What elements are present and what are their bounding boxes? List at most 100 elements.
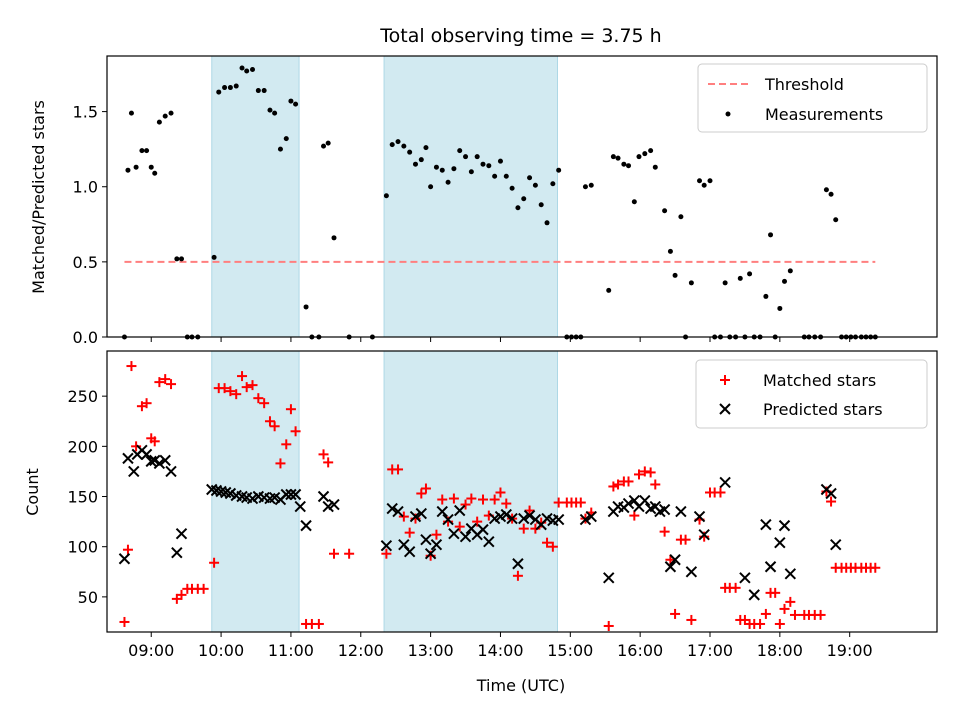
predicted-star-point [825, 487, 837, 500]
matched-star-point [454, 521, 465, 532]
y-tick-label: 1.0 [73, 178, 98, 197]
matched-star-point [715, 487, 726, 498]
matched-star-point [313, 618, 324, 629]
predicted-star-point [579, 513, 592, 526]
matched-star-point [119, 616, 130, 627]
matched-star-point [495, 487, 506, 498]
top-legend: Threshold Measurements [697, 63, 928, 133]
measurement-point [389, 142, 395, 148]
measurement-point [463, 154, 469, 160]
predicted-star-point [675, 505, 687, 518]
chart-title: Total observing time = 3.75 h [379, 25, 661, 47]
measurement-point [439, 167, 445, 173]
top-y-ticks: 0.0 0.5 1.0 1.5 [73, 103, 107, 347]
measurement-point [250, 67, 256, 73]
predicted-star-point [280, 488, 292, 501]
matched-star-point [269, 421, 280, 432]
matched-star-point [149, 436, 160, 447]
matched-star-point [323, 457, 334, 468]
measurement-point [823, 187, 829, 193]
measurement-point [497, 158, 503, 164]
matched-star-point [650, 479, 661, 490]
matched-star-point [328, 548, 339, 559]
matched-star-point [275, 458, 286, 469]
predicted-star-point [669, 554, 681, 566]
measurement-point [331, 235, 337, 241]
matched-star-point [489, 494, 500, 505]
x-tick-label: 14:00 [477, 641, 523, 660]
measurement-point [480, 161, 486, 167]
predicted-star-point [328, 498, 340, 511]
matched-star-point [466, 493, 477, 504]
matched-star-point [404, 527, 415, 538]
matched-star-point [398, 511, 409, 522]
measurement-point [283, 136, 289, 142]
shaded-window-2 [383, 55, 559, 338]
measurement-point [621, 161, 627, 167]
matched-star-point [285, 404, 296, 415]
measurement-point [128, 110, 134, 116]
predicted-star-point [436, 505, 448, 518]
matched-star-point [623, 476, 634, 487]
predicted-star-point [159, 454, 171, 467]
measurement-point [468, 169, 474, 175]
predicted-star-point [512, 558, 524, 570]
measurement-point [768, 232, 774, 238]
measurement-point [428, 184, 434, 190]
predicted-star-point [454, 504, 466, 517]
measurement-point [521, 196, 527, 202]
predicted-star-point [430, 538, 443, 551]
observing-windows [211, 350, 559, 633]
measurement-point [678, 214, 684, 220]
measurement-point [787, 268, 793, 274]
predicted-star-point [403, 546, 416, 558]
measurement-point [515, 205, 521, 211]
measurement-point [395, 139, 401, 145]
measurement-point [401, 143, 407, 149]
matched-star-point [785, 596, 796, 607]
measurement-point [303, 304, 309, 310]
bottom-y-ticks: 50 100 150 200 250 [67, 387, 107, 607]
y-tick-label: 1.5 [73, 103, 98, 122]
matched-star-point [166, 379, 177, 390]
matched-star-point [437, 494, 448, 505]
predicted-star-point [483, 535, 495, 548]
predicted-star-point [386, 502, 398, 515]
measurement-points [121, 65, 878, 340]
predicted-star-point [294, 500, 306, 513]
matched-star-point [608, 481, 619, 492]
ratio-panel: 0.0 0.5 1.0 1.5 Matched/Predicted stars Thr… [29, 55, 938, 347]
measurement-point [777, 305, 783, 311]
matched-star-point [237, 371, 248, 382]
measurement-point [227, 85, 233, 91]
matched-star-point [393, 464, 404, 475]
predicted-star-point [448, 527, 460, 540]
measurement-point [662, 208, 668, 214]
predicted-star-point [760, 518, 772, 531]
measurement-point [833, 217, 839, 223]
legend-measurements-label: Measurements [765, 105, 883, 124]
measurement-point [152, 170, 158, 176]
legend-measurements-swatch [725, 111, 731, 117]
measurement-point [782, 278, 788, 284]
matched-star-point [547, 541, 558, 552]
measurement-point [474, 154, 480, 160]
measurement-point [423, 145, 429, 151]
measurement-point [244, 68, 250, 74]
shaded-window-2 [383, 350, 559, 633]
matched-star-point [290, 426, 301, 437]
predicted-star-point [639, 494, 651, 507]
matched-star-point [219, 383, 230, 394]
predicted-star-point [552, 513, 565, 526]
measurement-point [763, 293, 769, 299]
bottom-x-ticks: 09:00 10:00 11:00 12:00 13:00 14:00 15:00 16:00… [128, 632, 873, 660]
measurement-point [457, 148, 463, 154]
bottom-legend: Matched stars Predicted stars [695, 359, 928, 429]
measurement-point [615, 155, 621, 161]
legend-threshold-label: Threshold [764, 75, 844, 94]
x-tick-label: 13:00 [408, 641, 454, 660]
predicted-star-point [506, 512, 518, 525]
y-tick-label: 100 [67, 538, 98, 557]
measurement-point [556, 167, 562, 173]
legend-box [695, 359, 928, 429]
